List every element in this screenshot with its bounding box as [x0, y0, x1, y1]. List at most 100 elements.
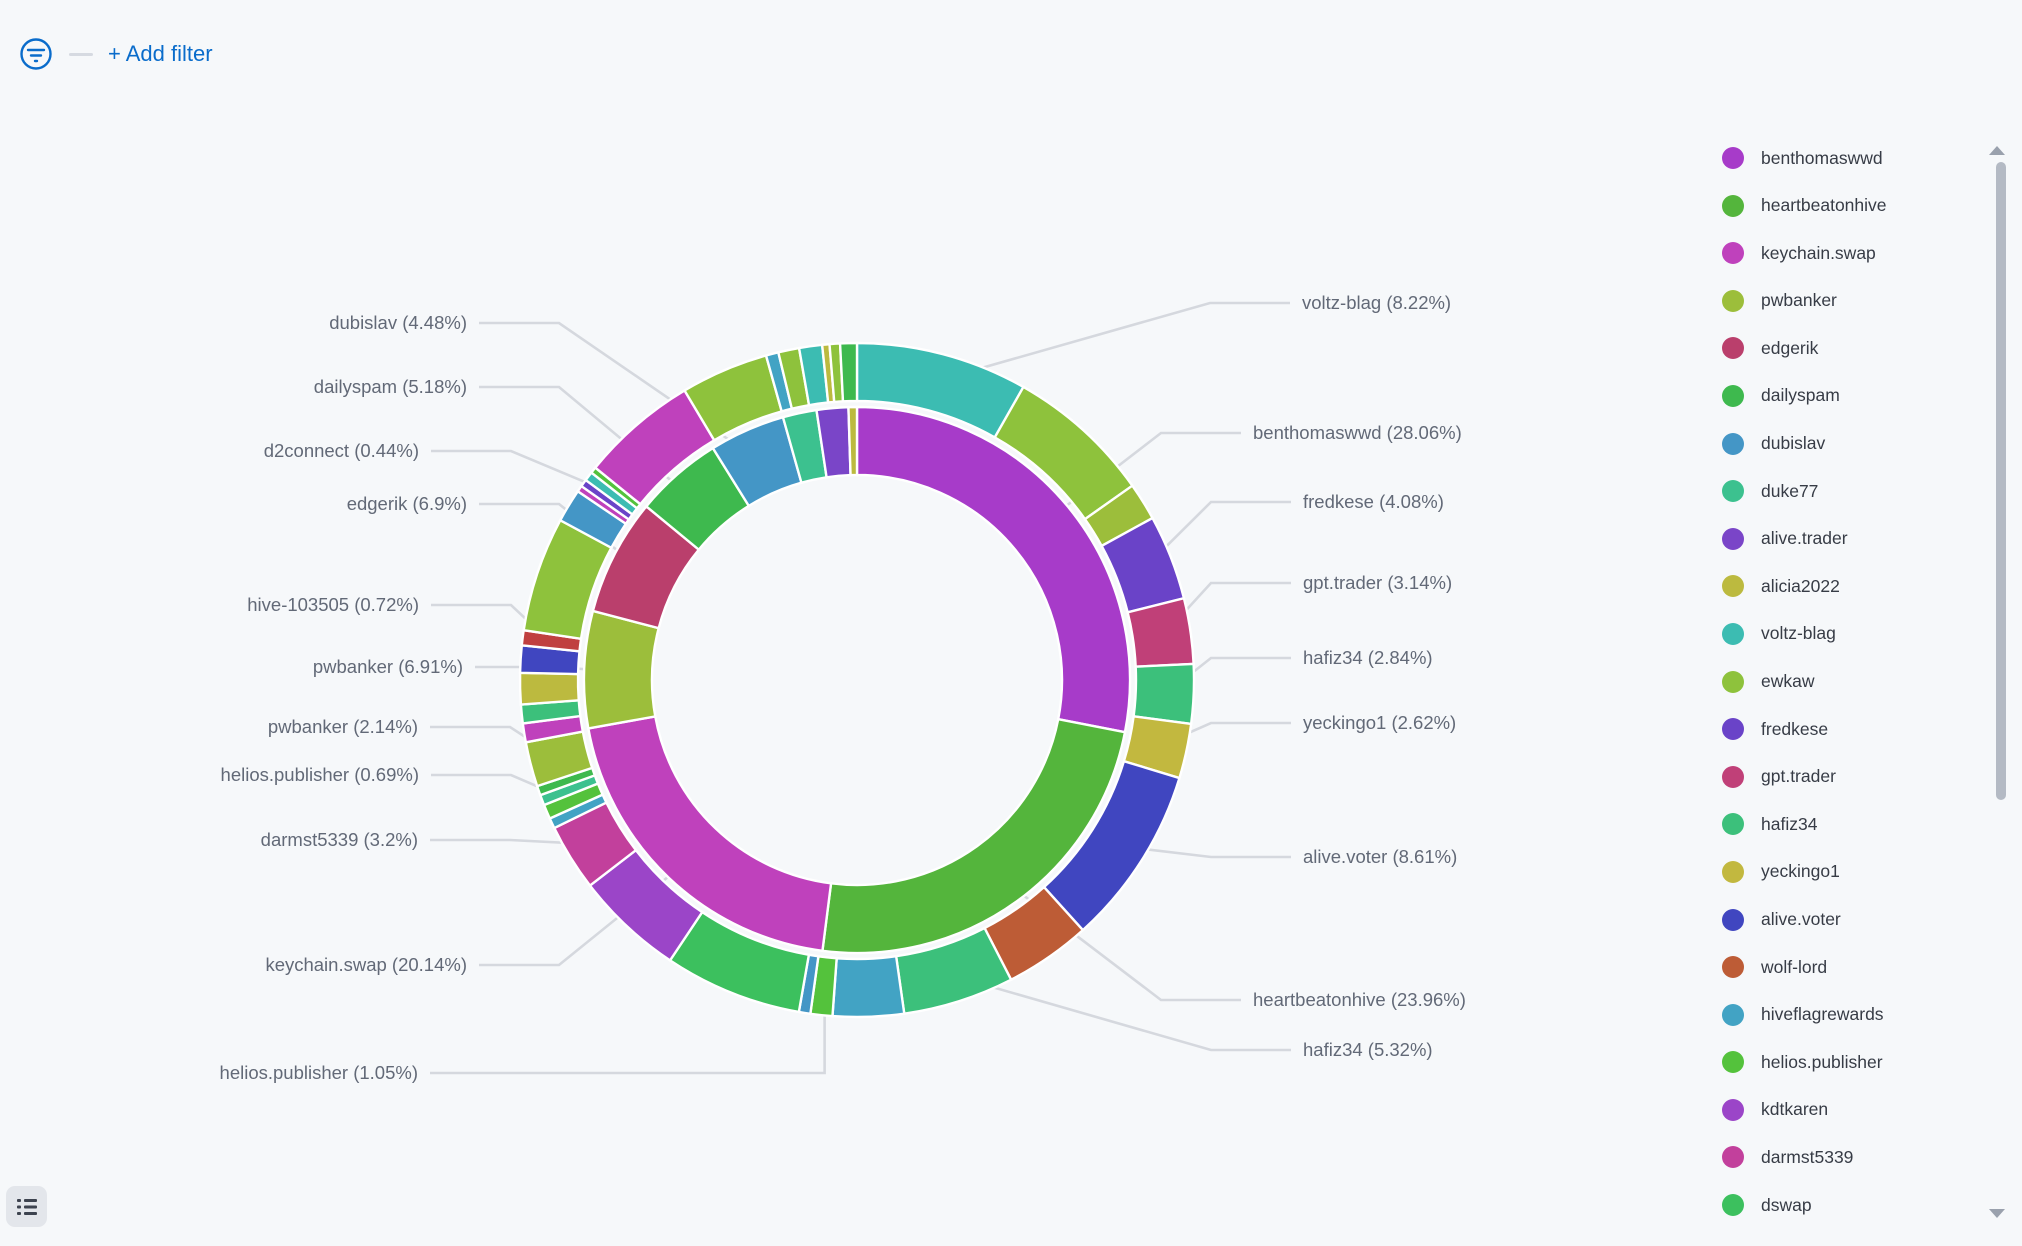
slice-label: darmst5339 (3.2%): [261, 829, 418, 850]
legend-color-dot: [1722, 194, 1744, 217]
legend-scroll-down-icon[interactable]: [1989, 1209, 2005, 1218]
legend-item-helios.publisher[interactable]: helios.publisher: [1722, 1045, 1972, 1079]
legend-color-dot: [1722, 813, 1744, 836]
legend-color-dot: [1722, 527, 1744, 550]
legend-item-keychain.swap[interactable]: keychain.swap: [1722, 236, 1972, 270]
legend-item-alive.trader[interactable]: alive.trader: [1722, 522, 1972, 556]
outer-slice-dailyspam[interactable]: [838, 341, 859, 403]
legend-item-label: pwbanker: [1761, 290, 1837, 311]
legend-color-dot: [1722, 1051, 1744, 1074]
slice-label: benthomaswwd (28.06%): [1253, 422, 1462, 443]
legend-item-gpt.trader[interactable]: gpt.trader: [1722, 760, 1972, 794]
legend-item-label: yeckingo1: [1761, 861, 1840, 882]
legend-item-label: wolf-lord: [1761, 956, 1828, 977]
legend-item-label: hiveflagrewards: [1761, 1004, 1884, 1025]
legend-item-label: benthomaswwd: [1761, 147, 1883, 168]
legend-item-benthomaswwd[interactable]: benthomaswwd: [1722, 141, 1972, 175]
filter-icon[interactable]: [18, 36, 54, 72]
legend-item-label: helios.publisher: [1761, 1051, 1883, 1072]
legend-item-ewkaw[interactable]: ewkaw: [1722, 665, 1972, 699]
slice-label: helios.publisher (1.05%): [220, 1062, 418, 1083]
leader-line: [431, 449, 611, 494]
legend-color-dot: [1722, 765, 1744, 788]
filter-bar: + Add filter: [18, 36, 213, 72]
leader-line: [1144, 500, 1291, 568]
inner-slice-alicia2022[interactable]: [847, 405, 859, 477]
legend-item-fredkese[interactable]: fredkese: [1722, 712, 1972, 746]
legend-item-label: edgerik: [1761, 337, 1819, 358]
unordered-list-icon: [16, 1198, 37, 1215]
legend-color-dot: [1722, 147, 1744, 169]
legend-item-darmst5339[interactable]: darmst5339: [1722, 1140, 1972, 1174]
legend-color-dot: [1722, 670, 1744, 693]
leader-line: [936, 301, 1290, 382]
legend-item-kdtkaren[interactable]: kdtkaren: [1722, 1093, 1972, 1127]
slice-label: gpt.trader (3.14%): [1303, 572, 1452, 593]
slice-label: voltz-blag (8.22%): [1302, 292, 1451, 313]
legend-item-heartbeatonhive[interactable]: heartbeatonhive: [1722, 189, 1972, 223]
legend-scrollbar[interactable]: [1996, 162, 2006, 800]
legend-item-label: dswap: [1761, 1194, 1812, 1215]
legend-item-yeckingo1[interactable]: yeckingo1: [1722, 855, 1972, 889]
outer-slice-hiveflagrewards[interactable]: [831, 954, 906, 1019]
legend-color-dot: [1722, 622, 1744, 645]
inner-slice-pwbanker[interactable]: [582, 609, 661, 730]
legend-item-label: alive.voter: [1761, 909, 1841, 929]
legend-item-label: dailyspam: [1761, 385, 1840, 406]
legend-item-dailyspam[interactable]: dailyspam: [1722, 379, 1972, 413]
legend-item-pwbanker[interactable]: pwbanker: [1722, 284, 1972, 318]
slice-label: yeckingo1 (2.62%): [1303, 712, 1456, 733]
add-filter-link[interactable]: + Add filter: [108, 41, 213, 66]
legend-color-dot: [1722, 1194, 1744, 1217]
outer-slice-alicia2022[interactable]: [518, 671, 581, 706]
slice-label: keychain.swap (20.14%): [265, 954, 467, 975]
legend-item-label: fredkese: [1761, 718, 1829, 739]
legend-item-voltz-blag[interactable]: voltz-blag: [1722, 617, 1972, 651]
slice-label: d2connect (0.44%): [264, 440, 419, 461]
legend-toggle-button[interactable]: [6, 1186, 47, 1227]
legend-item-label: keychain.swap: [1761, 242, 1876, 263]
legend-color-dot: [1722, 718, 1744, 741]
slice-label: dailyspam (5.18%): [314, 376, 467, 397]
legend-item-label: heartbeatonhive: [1761, 195, 1887, 216]
legend-item-label: darmst5339: [1761, 1146, 1854, 1167]
legend-item-duke77[interactable]: duke77: [1722, 474, 1972, 508]
filter-bar-divider: [69, 52, 93, 56]
outer-slice-hafiz34[interactable]: [1132, 662, 1196, 726]
legend-item-dubislav[interactable]: dubislav: [1722, 427, 1972, 461]
legend-color-dot: [1722, 480, 1744, 503]
slice-label: fredkese (4.08%): [1303, 491, 1444, 512]
legend-color-dot: [1722, 908, 1744, 931]
legend-scroll-up-icon[interactable]: [1989, 146, 2005, 155]
legend-color-dot: [1722, 956, 1744, 979]
legend-item-label: ewkaw: [1761, 671, 1815, 692]
legend-color-dot: [1722, 575, 1744, 598]
legend-item-hafiz34[interactable]: hafiz34: [1722, 807, 1972, 841]
leader-line: [479, 502, 645, 573]
legend-color-dot: [1722, 337, 1744, 360]
slice-label: hive-103505 (0.72%): [247, 594, 419, 615]
legend-color-dot: [1722, 1098, 1744, 1121]
legend-item-hiveflagrewards[interactable]: hiveflagrewards: [1722, 998, 1972, 1032]
slice-label: helios.publisher (0.69%): [221, 764, 419, 785]
legend-color-dot: [1722, 432, 1744, 455]
legend-color-dot: [1722, 384, 1744, 407]
legend-item-label: duke77: [1761, 480, 1819, 501]
legend-item-label: kdtkaren: [1761, 1099, 1829, 1120]
legend-color-dot: [1722, 860, 1744, 883]
legend-item-alicia2022[interactable]: alicia2022: [1722, 569, 1972, 603]
legend-item-alive.voter[interactable]: alive.voter: [1722, 903, 1972, 937]
legend-color-dot: [1722, 242, 1744, 265]
legend-item-label: gpt.trader: [1761, 766, 1836, 787]
legend-item-dswap[interactable]: dswap: [1722, 1188, 1972, 1222]
legend-item-label: alive.trader: [1761, 528, 1848, 549]
legend-item-wolf-lord[interactable]: wolf-lord: [1722, 950, 1972, 984]
legend-item-edgerik[interactable]: edgerik: [1722, 331, 1972, 365]
slice-label: pwbanker (6.91%): [313, 656, 463, 677]
legend-color-dot: [1722, 1146, 1744, 1169]
slice-label: pwbanker (2.14%): [268, 716, 418, 737]
slice-label: dubislav (4.48%): [329, 312, 467, 333]
slice-label: alive.voter (8.61%): [1303, 846, 1457, 867]
